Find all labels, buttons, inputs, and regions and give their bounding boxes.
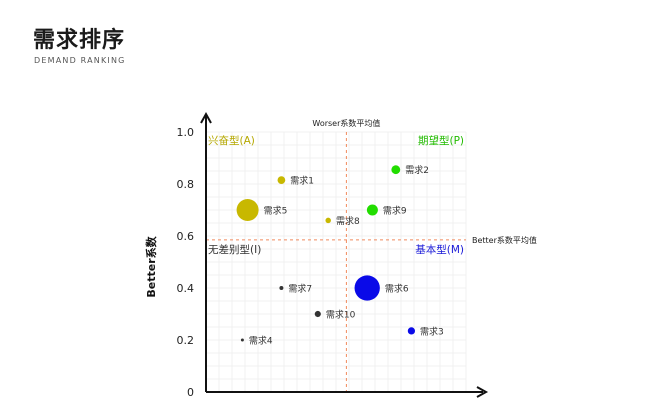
data-point-label: 需求7: [288, 283, 312, 295]
data-point: [366, 204, 378, 216]
y-axis-title: Better系数: [144, 235, 158, 297]
data-point-label: 需求3: [420, 325, 444, 337]
y-tick-label: 0.6: [177, 230, 195, 243]
y-reference-label: Better系数平均值: [472, 235, 537, 245]
reference-lines: Worser系数平均值 Better系数平均值: [206, 118, 537, 392]
data-point: [354, 275, 380, 301]
data-point-label: 需求5: [264, 205, 288, 217]
quadrant-label: 无差别型(I): [208, 243, 261, 256]
y-tick-labels: 0 0.2 0.4 0.6 0.8 1.0: [177, 126, 195, 399]
quadrant-label: 期望型(P): [418, 134, 464, 147]
data-point: [240, 338, 244, 342]
page-subtitle: DEMAND RANKING: [34, 56, 126, 65]
data-point-label: 需求4: [249, 335, 273, 347]
data-point: [277, 176, 286, 184]
point-labels: 需求1 需求2 需求3 需求4 需求5 需求6 需求7 需求8 需求9 需求10: [249, 164, 444, 346]
data-point-label: 需求6: [385, 283, 409, 295]
data-point: [407, 327, 416, 335]
data-point-label: 需求8: [336, 215, 360, 227]
x-reference-label: Worser系数平均值: [312, 118, 380, 128]
quadrant-label: 兴奋型(A): [208, 134, 255, 147]
data-point: [325, 217, 331, 224]
data-point: [236, 199, 259, 221]
data-point: [314, 310, 321, 318]
page-title: 需求排序: [33, 28, 126, 53]
data-point: [279, 286, 284, 290]
chart-grid: [205, 131, 467, 393]
data-point-label: 需求1: [290, 175, 314, 187]
data-points: [236, 165, 416, 342]
y-tick-label: 1.0: [177, 126, 195, 139]
data-point-label: 需求9: [383, 205, 407, 217]
y-tick-label: 0: [187, 386, 194, 399]
data-point-label: 需求10: [326, 309, 356, 321]
quadrant-labels: 兴奋型(A) 期望型(P) 无差别型(I) 基本型(M): [208, 134, 464, 256]
chart-axes: Better系数: [144, 111, 489, 398]
data-point-label: 需求2: [405, 164, 429, 176]
x-axis-arrow: [476, 386, 489, 398]
y-tick-label: 0.2: [177, 334, 195, 347]
y-tick-label: 0.8: [177, 178, 195, 191]
y-tick-label: 0.4: [177, 282, 195, 295]
quadrant-label: 基本型(M): [415, 243, 464, 256]
y-axis-arrow: [200, 111, 212, 124]
data-point: [391, 165, 401, 175]
